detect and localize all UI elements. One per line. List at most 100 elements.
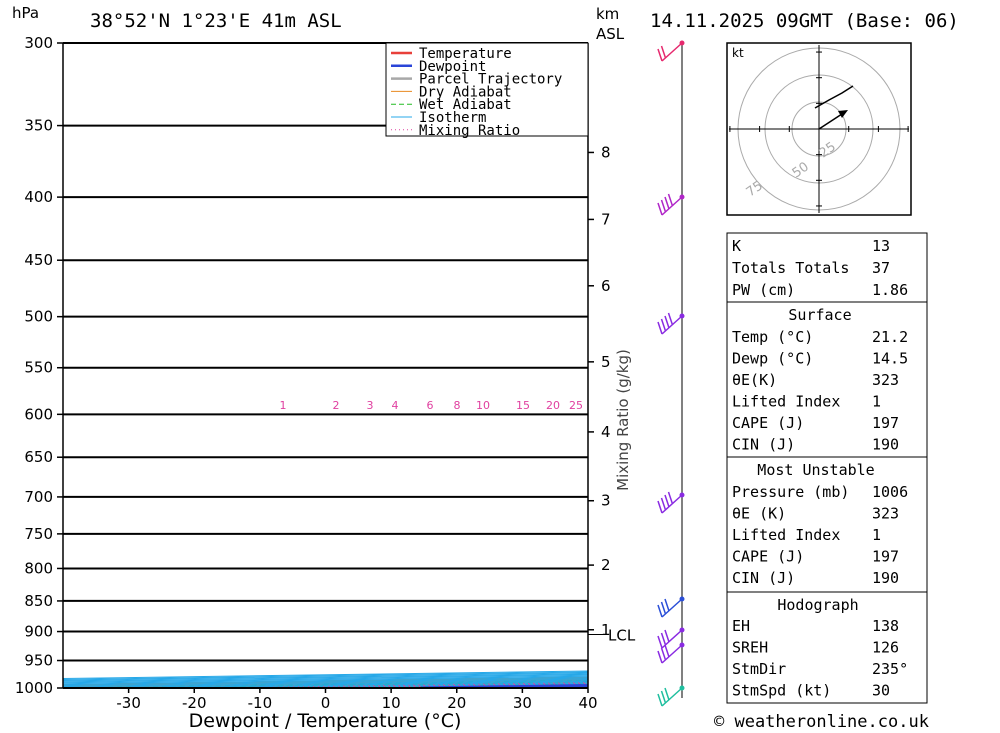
index-label: Pressure (mb)	[732, 483, 849, 501]
pressure-tick-label: 650	[24, 448, 53, 466]
pressure-tick-label: 700	[24, 488, 53, 506]
lcl-label: LCL	[608, 627, 636, 645]
index-label: Totals Totals	[732, 259, 849, 277]
index-label: SREH	[732, 639, 768, 657]
temperature-tick-label: -10	[248, 694, 273, 712]
index-value: 197	[872, 548, 899, 566]
legend-entry: Isotherm	[419, 110, 486, 126]
wind-barb-flag	[664, 687, 670, 701]
chart-text: hPa 38°52'N 1°23'E 41m ASL km ASL 14.11.…	[12, 4, 959, 732]
hodograph-trace	[814, 85, 854, 109]
wind-barb-flag	[667, 193, 674, 207]
km-tick-label: 6	[601, 277, 611, 295]
legend-entry: Wet Adiabat	[419, 97, 512, 113]
index-value: 138	[872, 617, 899, 635]
index-label: θE(K)	[732, 371, 777, 389]
most-unstable-section-title: Most Unstable	[757, 461, 874, 479]
legend-entry: Dry Adiabat	[419, 84, 512, 100]
pressure-tick-label: 1000	[15, 679, 53, 697]
wind-barb-flag	[664, 494, 670, 508]
km-tick-label: 3	[601, 492, 611, 510]
index-value: 1.86	[872, 281, 908, 299]
km-unit-label: km	[596, 5, 619, 23]
mixing-ratio-label: 1	[280, 399, 287, 412]
storm-motion-arrowhead	[838, 110, 848, 118]
index-label: CIN (J)	[732, 436, 795, 454]
wind-barb-flag	[660, 690, 667, 704]
index-value: 37	[872, 259, 890, 277]
mixing-ratio-label: 4	[392, 399, 399, 412]
index-label: θE (K)	[732, 505, 786, 523]
temperature-tick-label: 40	[578, 694, 597, 712]
km-tick-label: 7	[601, 210, 611, 228]
km-tick-label: 8	[601, 143, 611, 161]
index-value: 30	[872, 682, 890, 700]
pressure-tick-label: 800	[24, 559, 53, 577]
index-value: 126	[872, 639, 899, 657]
legend-entry: Mixing Ratio	[419, 123, 520, 139]
wind-barb-flag	[660, 199, 667, 213]
wind-barb-flag	[660, 601, 667, 615]
mixing-ratio-line	[394, 684, 588, 688]
mixing-ratio-label: 15	[516, 399, 530, 412]
pressure-tick-label: 500	[24, 308, 53, 326]
wind-barb-flag	[657, 650, 663, 664]
index-label: Dewp (°C)	[732, 350, 813, 368]
legend-entry: Dewpoint	[419, 59, 486, 75]
hpa-unit-label: hPa	[12, 4, 39, 22]
index-label: StmDir	[732, 660, 786, 678]
copyright-footer: © weatheronline.co.uk	[714, 712, 929, 732]
pressure-tick-label: 300	[24, 34, 53, 52]
index-label: CIN (J)	[732, 569, 795, 587]
index-label: CAPE (J)	[732, 548, 804, 566]
index-value: 1	[872, 526, 881, 544]
axes: 3003504004505005506006507007508008509009…	[15, 34, 636, 712]
wind-barb-flag	[664, 315, 670, 329]
pressure-tick-label: 850	[24, 592, 53, 610]
pressure-tick-label: 750	[24, 525, 53, 543]
table-hodo-box	[726, 591, 928, 704]
mixing-ratio-line	[457, 685, 588, 688]
index-label: Lifted Index	[732, 526, 840, 544]
wind-barb-flag	[660, 632, 667, 646]
index-label: CAPE (J)	[732, 414, 804, 432]
wind-barb-staff	[661, 42, 683, 62]
asl-unit-label: ASL	[596, 25, 625, 43]
legend-box	[385, 42, 589, 137]
index-label: StmSpd (kt)	[732, 682, 831, 700]
wind-barb-flag	[657, 500, 663, 514]
wind-barb-staff	[661, 598, 683, 618]
index-value: 190	[872, 569, 899, 587]
index-value: 13	[872, 237, 890, 255]
wind-barb-flag	[657, 635, 663, 649]
mixing-ratio-label: 6	[427, 399, 434, 412]
mixing-ratio-label: 10	[476, 399, 490, 412]
wind-barb-flag	[660, 647, 667, 661]
wind-barb-flag	[657, 48, 663, 62]
index-label: PW (cm)	[732, 281, 795, 299]
index-value: 323	[872, 505, 899, 523]
mixing-ratio-axis-label: Mixing Ratio (g/kg)	[614, 349, 632, 491]
wind-barb-staff	[661, 644, 683, 664]
index-value: 190	[872, 436, 899, 454]
x-axis-label: Dewpoint / Temperature (°C)	[189, 710, 462, 732]
km-tick-label: 5	[601, 353, 611, 371]
wind-barb-flag	[664, 196, 670, 210]
location-title: 38°52'N 1°23'E 41m ASL	[90, 10, 342, 32]
temperature-tick-label: 20	[447, 694, 466, 712]
mixing-ratio-line	[416, 685, 588, 688]
index-label: Temp (°C)	[732, 328, 813, 346]
pressure-tick-label: 450	[24, 251, 53, 269]
index-value: 14.5	[872, 350, 908, 368]
pressure-tick-label: 550	[24, 359, 53, 377]
legend-entry: Parcel Trajectory	[419, 72, 562, 88]
mixing-ratio-label: 8	[454, 399, 461, 412]
temperature-tick-label: -20	[182, 694, 207, 712]
temperature-tick-label: 0	[321, 694, 331, 712]
index-value: 197	[872, 414, 899, 432]
km-tick-label: 4	[601, 423, 611, 441]
wind-barb-flag	[667, 491, 674, 505]
km-tick-label: 1	[601, 621, 611, 639]
hodograph-section-title: Hodograph	[777, 596, 858, 614]
mixing-ratio-label: 25	[569, 399, 583, 412]
